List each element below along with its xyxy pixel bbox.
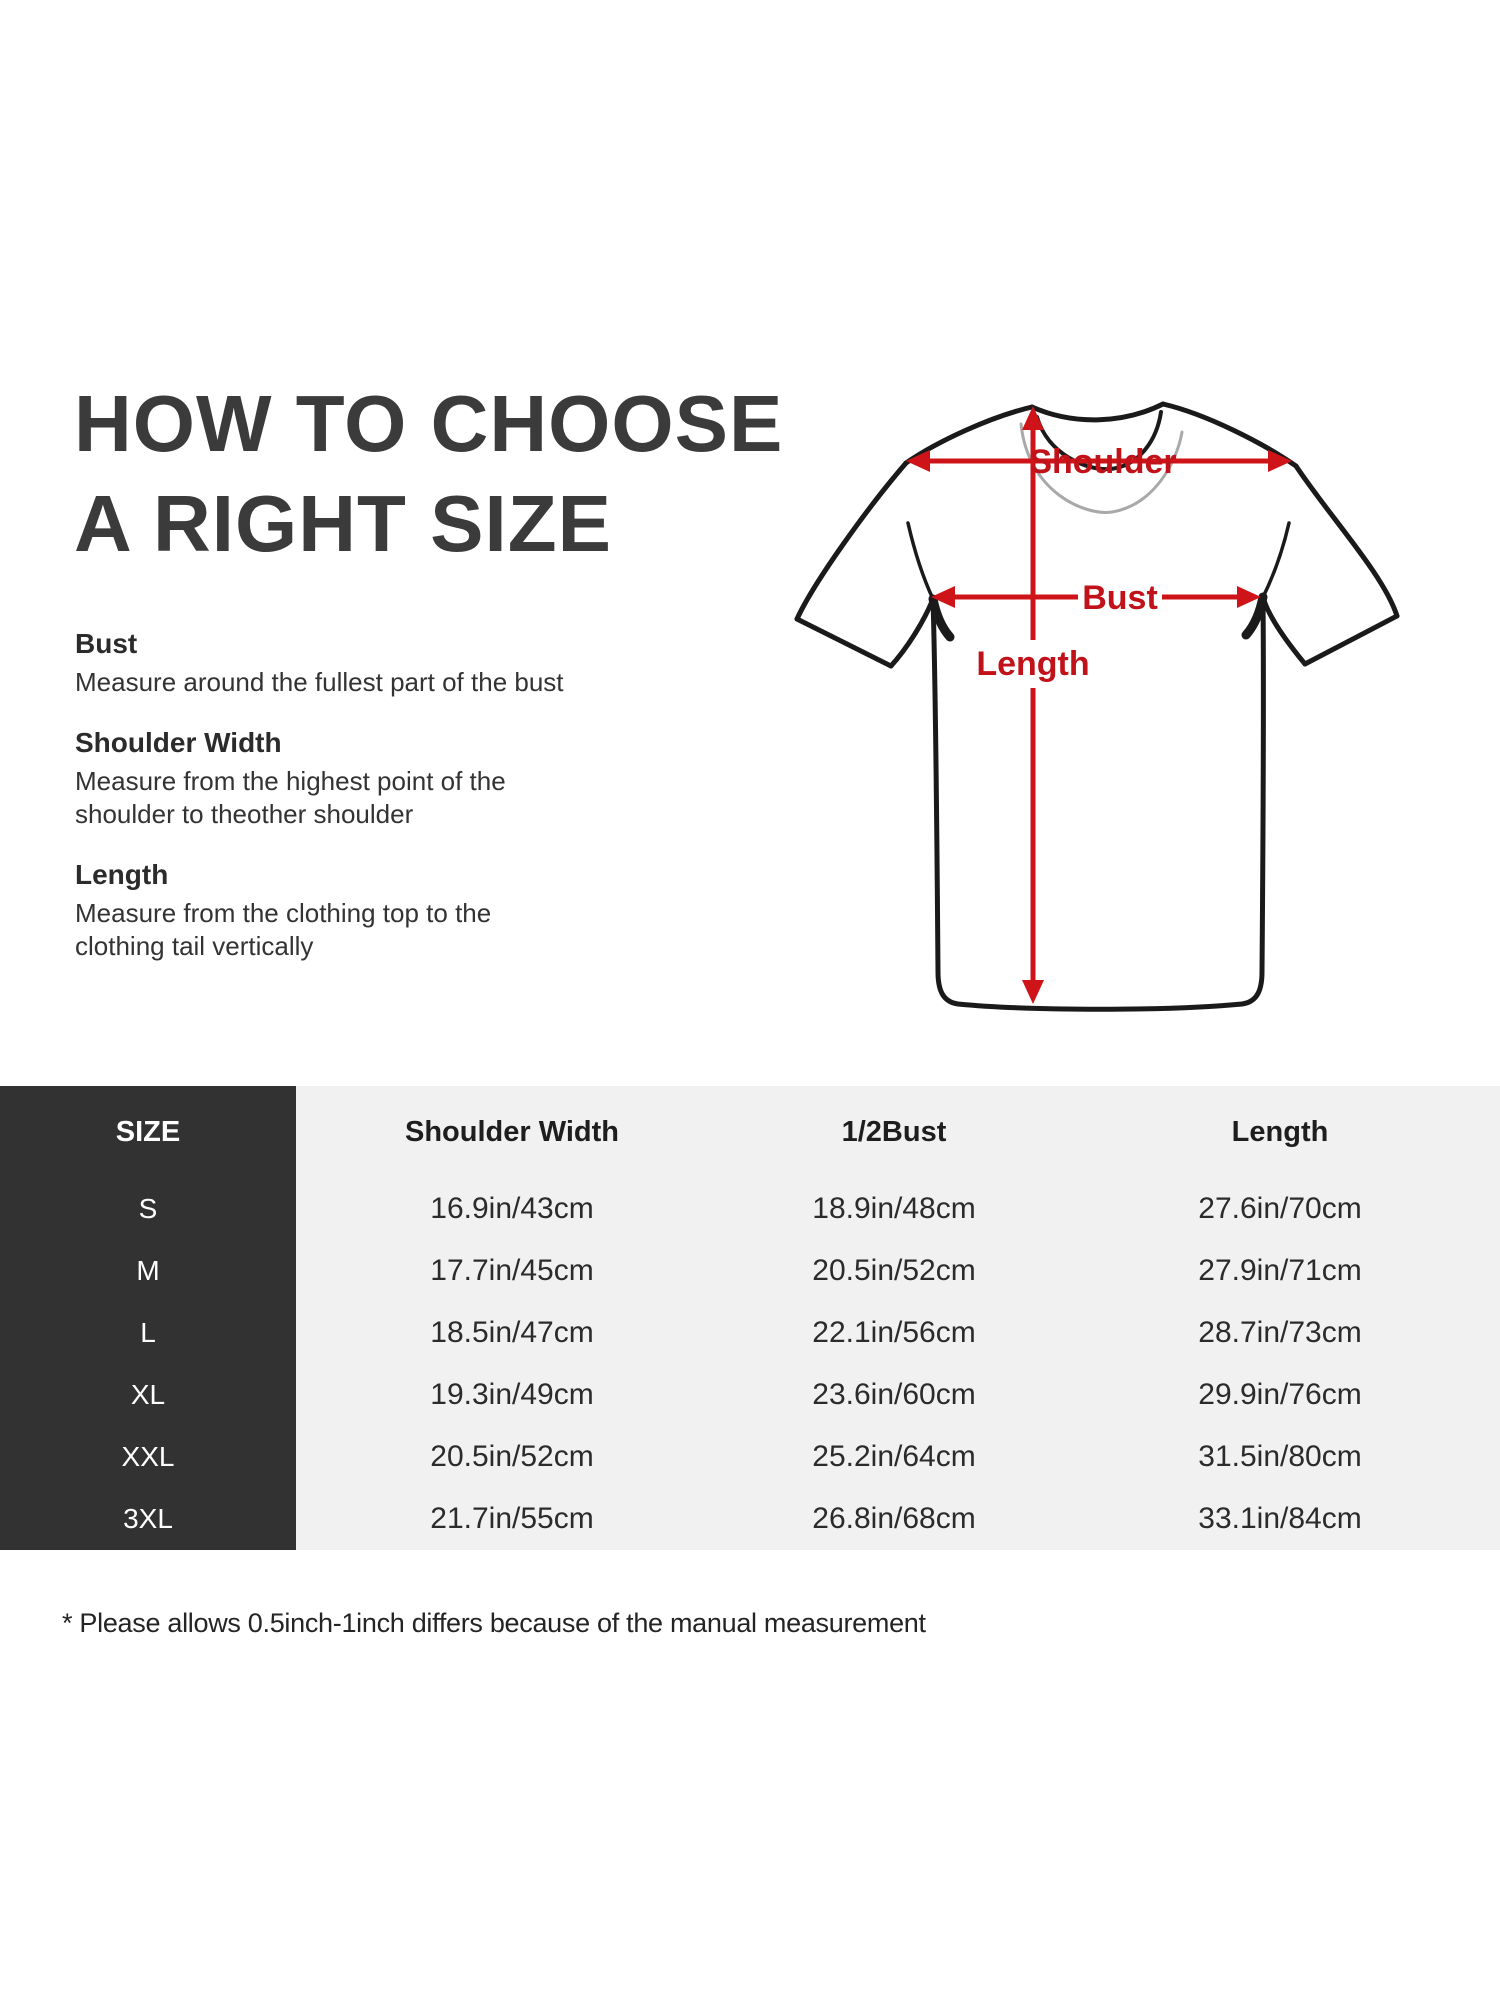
table-cell: 20.5in/52cm bbox=[728, 1240, 1060, 1302]
page-title-line2: A RIGHT SIZE bbox=[74, 479, 612, 568]
shoulder-arrow-label: Shoulder bbox=[1029, 443, 1176, 481]
table-cell: 22.1in/56cm bbox=[728, 1302, 1060, 1364]
size-table-header-size: SIZE bbox=[0, 1086, 296, 1178]
measurement-guide: Bust Measure around the fullest part of … bbox=[75, 626, 675, 989]
page-title: HOW TO CHOOSE A RIGHT SIZE bbox=[74, 374, 783, 574]
size-cell: 3XL bbox=[0, 1488, 296, 1550]
tshirt-illustration bbox=[794, 401, 1400, 1012]
shoulder-arrow bbox=[906, 450, 1292, 472]
size-table-header-half-bust: 1/2Bust bbox=[728, 1086, 1060, 1178]
guide-shoulder-width-label: Shoulder Width bbox=[75, 727, 282, 758]
guide-bust-description: Measure around the fullest part of the b… bbox=[75, 667, 564, 697]
table-cell: 28.7in/73cm bbox=[1060, 1302, 1500, 1364]
page-title-line1: HOW TO CHOOSE bbox=[74, 379, 784, 468]
table-cell: 20.5in/52cm bbox=[296, 1426, 728, 1488]
table-cell: 19.3in/49cm bbox=[296, 1364, 728, 1426]
size-cell: XL bbox=[0, 1364, 296, 1426]
table-cell: 33.1in/84cm bbox=[1060, 1488, 1500, 1550]
length-arrow bbox=[1022, 406, 1044, 1004]
table-cell: 31.5in/80cm bbox=[1060, 1426, 1500, 1488]
size-table-header-length: Length bbox=[1060, 1086, 1500, 1178]
guide-length-label: Length bbox=[75, 859, 169, 890]
tshirt-measurement-diagram: Shoulder Bust Length bbox=[794, 401, 1400, 1012]
table-cell: 21.7in/55cm bbox=[296, 1488, 728, 1550]
bust-arrow-label: Bust bbox=[1082, 579, 1158, 617]
bust-arrow bbox=[931, 586, 1261, 608]
table-cell: 18.9in/48cm bbox=[728, 1178, 1060, 1240]
table-cell: 18.5in/47cm bbox=[296, 1302, 728, 1364]
table-cell: 23.6in/60cm bbox=[728, 1364, 1060, 1426]
table-cell: 17.7in/45cm bbox=[296, 1240, 728, 1302]
size-table: SIZE Shoulder Width 1/2Bust Length S 16.… bbox=[0, 1086, 1500, 1550]
table-cell: 26.8in/68cm bbox=[728, 1488, 1060, 1550]
table-cell: 25.2in/64cm bbox=[728, 1426, 1060, 1488]
guide-bust-label: Bust bbox=[75, 628, 138, 659]
size-cell: S bbox=[0, 1178, 296, 1240]
measurement-disclaimer: * Please allows 0.5inch-1inch differs be… bbox=[62, 1608, 926, 1638]
table-cell: 27.9in/71cm bbox=[1060, 1240, 1500, 1302]
size-cell: XXL bbox=[0, 1426, 296, 1488]
guide-length-description: Measure from the clothing top to the clo… bbox=[75, 898, 492, 961]
table-cell: 27.6in/70cm bbox=[1060, 1178, 1500, 1240]
size-cell: L bbox=[0, 1302, 296, 1364]
guide-shoulder-width-description: Measure from the highest point of the sh… bbox=[75, 766, 506, 829]
length-arrow-label: Length bbox=[976, 645, 1089, 683]
measurement-arrows bbox=[906, 406, 1292, 1004]
table-cell: 29.9in/76cm bbox=[1060, 1364, 1500, 1426]
size-table-header-shoulder-width: Shoulder Width bbox=[296, 1086, 728, 1178]
table-cell: 16.9in/43cm bbox=[296, 1178, 728, 1240]
size-cell: M bbox=[0, 1240, 296, 1302]
